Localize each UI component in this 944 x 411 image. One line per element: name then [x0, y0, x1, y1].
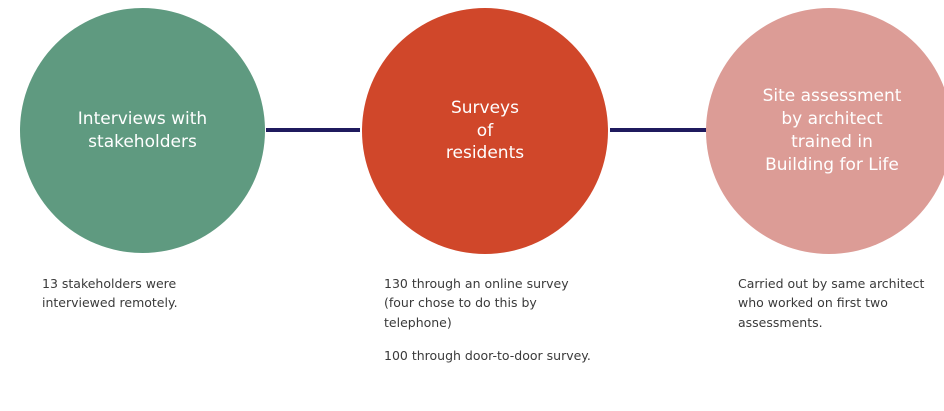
- stage-title-line: Building for Life: [765, 154, 899, 175]
- description-text: 13 stakeholders were interviewed remotel…: [42, 276, 178, 311]
- stage-title-line: Surveys: [450, 97, 519, 118]
- stage-title-line: Interviews with: [77, 108, 208, 129]
- description-text: 100 through door-to-door survey.: [384, 348, 591, 364]
- stage-circle-surveys: Surveys of residents: [362, 8, 608, 254]
- stage-title-line: trained in: [791, 132, 873, 152]
- stage-description-surveys: 130 through an online survey (four chose…: [384, 274, 594, 380]
- stage-circle-site-assessment: Site assessment by architect trained in …: [706, 8, 944, 254]
- stage-title-line: residents: [445, 143, 525, 164]
- stage-description-interviews: 13 stakeholders were interviewed remotel…: [42, 274, 242, 327]
- stage-title-line: Site assessment: [762, 86, 902, 107]
- stage-title-line: by architect: [781, 109, 883, 130]
- description-text: Carried out by same architect who worked…: [738, 276, 925, 330]
- stage-description-site-assessment: Carried out by same architect who worked…: [738, 274, 942, 346]
- stage-title-line: stakeholders: [88, 131, 197, 152]
- description-text: 130 through an online survey (four chose…: [384, 276, 569, 330]
- stage-circle-interviews: Interviews with stakeholders: [20, 8, 265, 253]
- connector-line-2: [610, 128, 708, 132]
- stage-title-line: of: [476, 120, 494, 141]
- connector-line-1: [266, 128, 360, 132]
